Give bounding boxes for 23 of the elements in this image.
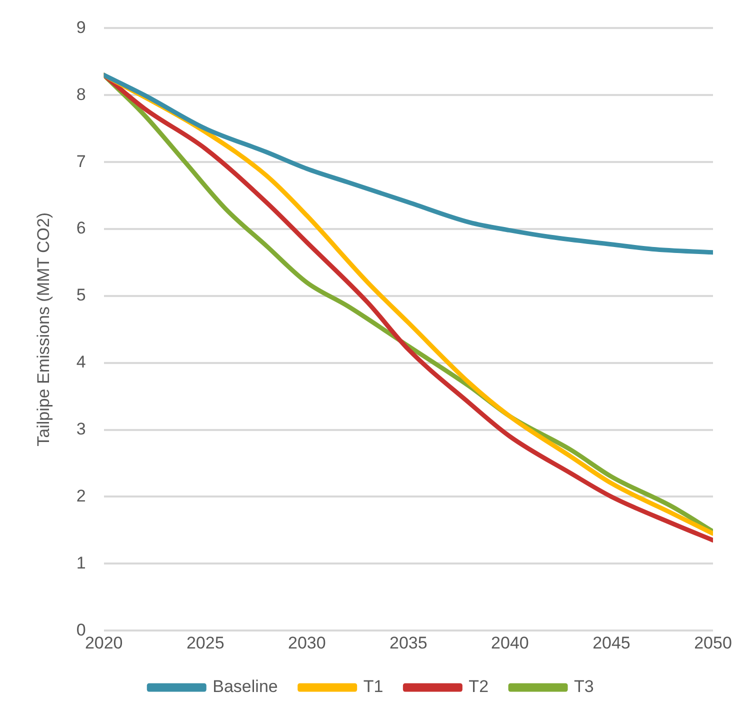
x-tick-label: 2050 <box>694 633 732 652</box>
y-tick-label: 6 <box>76 218 86 238</box>
y-tick-label: 9 <box>76 18 86 37</box>
x-tick-label: 2035 <box>390 633 428 652</box>
y-tick-label: 3 <box>76 419 86 438</box>
legend-label: T1 <box>363 677 384 696</box>
x-tick-label: 2040 <box>491 633 529 652</box>
legend-label: T2 <box>468 677 489 696</box>
y-tick-label: 7 <box>76 152 86 171</box>
line-series <box>104 72 713 255</box>
x-tick-label: 2045 <box>592 633 630 652</box>
y-tick-label: 1 <box>76 553 86 572</box>
y-tick-label: 8 <box>76 84 86 104</box>
y-tick-label: 2 <box>76 486 86 506</box>
x-tick-label: 2025 <box>186 633 224 652</box>
legend-label: T3 <box>574 677 594 696</box>
x-tick-label: 2020 <box>84 633 123 652</box>
y-tick-label: 4 <box>76 352 86 372</box>
y-tick-label: 0 <box>76 620 86 640</box>
x-tick-label: 2030 <box>288 633 326 652</box>
y-axis-title: Tailpipe Emissions (MMT CO2) <box>34 212 53 446</box>
legend-label: Baseline <box>212 677 278 696</box>
y-tick-label: 5 <box>76 286 86 305</box>
